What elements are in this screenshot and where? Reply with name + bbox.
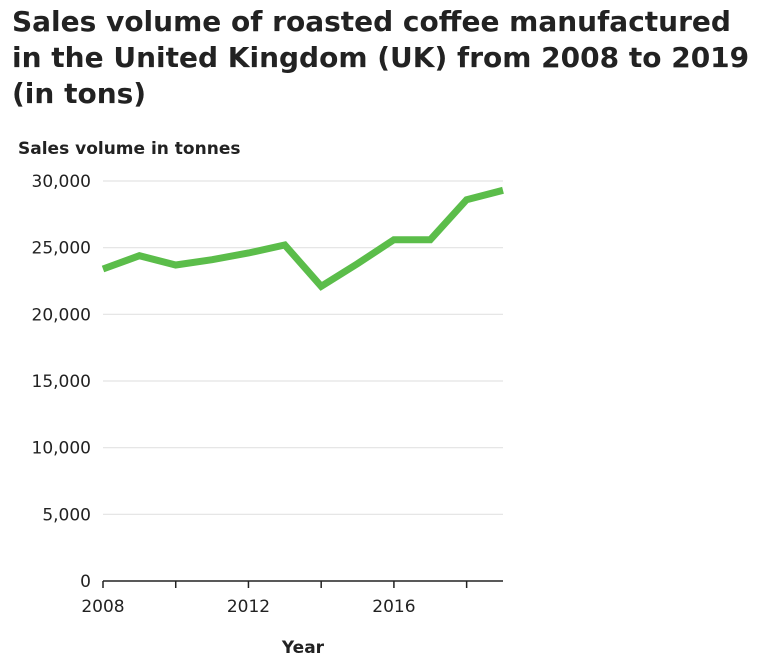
y-tick-label: 0 — [80, 572, 91, 592]
x-tick-label: 2008 — [81, 597, 124, 617]
y-tick-label: 30,000 — [32, 172, 91, 192]
x-axis-label: Year — [281, 638, 325, 658]
axes: 0 5,000 10,000 15,000 20,000 25,000 30,000 2008… — [32, 172, 503, 617]
series-layer — [101, 186, 504, 291]
y-tick-label: 15,000 — [32, 372, 91, 392]
chart-title: Sales volume of roasted coffee manufactu… — [12, 5, 750, 110]
y-tick-label: 20,000 — [32, 305, 91, 325]
y-tick-label: 10,000 — [32, 439, 91, 459]
series-line — [101, 186, 504, 291]
grid-lines — [103, 180, 503, 515]
x-tick-label: 2012 — [227, 597, 270, 617]
x-tick-label: 2016 — [372, 597, 415, 617]
y-axis-label: Sales volume in tonnes — [18, 139, 240, 159]
y-tick-label: 25,000 — [32, 239, 91, 259]
y-tick-label: 5,000 — [42, 505, 91, 525]
